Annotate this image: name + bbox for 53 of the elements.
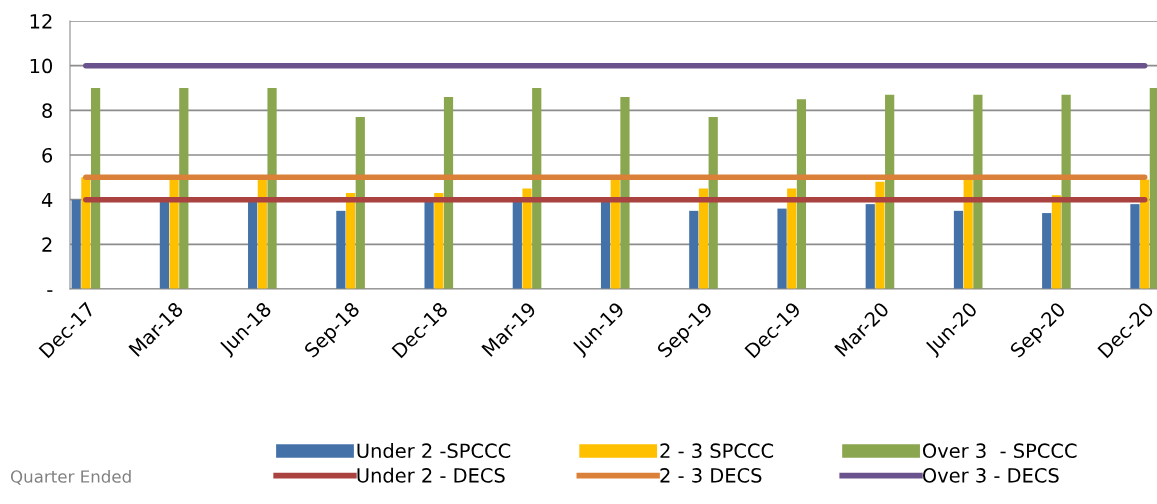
bar [708,117,718,289]
bar [81,177,91,289]
bar [963,179,973,289]
bar [90,88,101,289]
legend-label: 2 - 3 SPCCC [660,443,774,459]
bar [336,210,346,289]
bar [248,199,258,289]
legend-label: 2 - 3 DECS [660,468,762,483]
bar [355,117,365,289]
bar [777,208,787,289]
bar [1130,204,1140,289]
bar [424,199,434,289]
bar [973,94,983,289]
y-tick-label: 4 [41,192,53,208]
legend-label: Under 2 - DECS [357,467,505,483]
y-tick-label: - [47,290,53,292]
bar [600,201,611,289]
bar [1140,179,1150,289]
bar [610,179,620,289]
bar [71,199,81,289]
legend-label: Under 2 -SPCCC [357,443,511,459]
bar [689,210,699,289]
bar [1061,94,1071,289]
bar [169,177,179,289]
text: Quarter Ended [10,469,131,485]
bar [522,188,532,289]
bar [875,181,885,289]
bar [885,94,895,289]
bar [257,177,267,289]
bar [345,192,356,289]
bar [698,188,709,289]
y-tick-label: 10 [30,58,53,74]
y-tick-label: 2 [42,237,52,252]
bar [865,204,875,289]
bar [787,188,797,289]
bar [1051,195,1062,289]
y-tick-label: 8 [42,103,52,118]
y-tick-label: 12 [30,13,52,29]
bar [620,96,630,289]
bar [1149,88,1157,289]
bar [434,192,444,289]
bar [179,88,189,289]
bar [1042,213,1052,289]
bar [796,99,807,289]
bar [953,210,964,289]
bar [532,88,542,289]
bar [159,199,170,289]
bar [267,88,277,289]
bar [443,96,454,289]
y-tick-label: 6 [42,147,53,163]
bar [512,199,522,289]
legend-label: Over 3 - SPCCC [922,443,1077,459]
legend-label: Over 3 - DECS [922,468,1059,483]
